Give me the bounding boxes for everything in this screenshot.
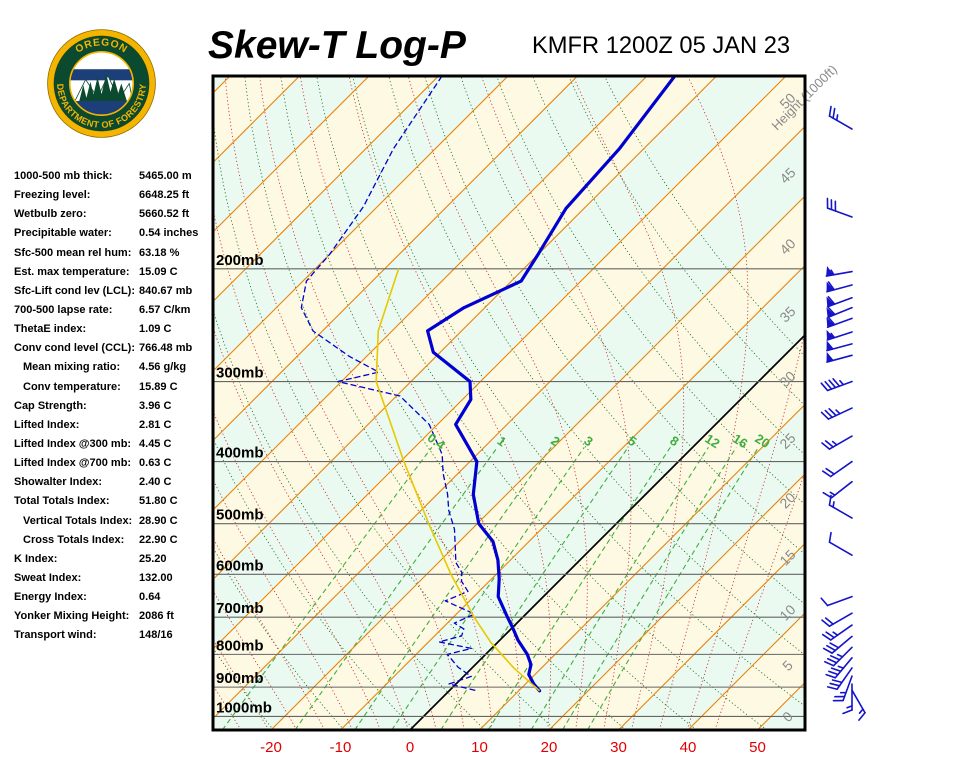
svg-text:900mb: 900mb bbox=[216, 670, 264, 687]
svg-text:0: 0 bbox=[406, 739, 414, 756]
svg-text:600mb: 600mb bbox=[216, 557, 264, 574]
svg-text:800mb: 800mb bbox=[216, 637, 264, 654]
svg-text:400mb: 400mb bbox=[216, 445, 264, 462]
svg-text:30: 30 bbox=[610, 739, 627, 756]
svg-text:-10: -10 bbox=[330, 739, 352, 756]
svg-text:1000mb: 1000mb bbox=[216, 699, 272, 716]
svg-text:20: 20 bbox=[541, 739, 558, 756]
svg-text:700mb: 700mb bbox=[216, 600, 264, 617]
svg-text:10: 10 bbox=[471, 739, 488, 756]
svg-text:300mb: 300mb bbox=[216, 365, 264, 382]
svg-text:50: 50 bbox=[749, 739, 766, 756]
svg-text:40: 40 bbox=[680, 739, 697, 756]
svg-text:500mb: 500mb bbox=[216, 507, 264, 524]
svg-text:-20: -20 bbox=[260, 739, 282, 756]
svg-text:200mb: 200mb bbox=[216, 252, 264, 269]
